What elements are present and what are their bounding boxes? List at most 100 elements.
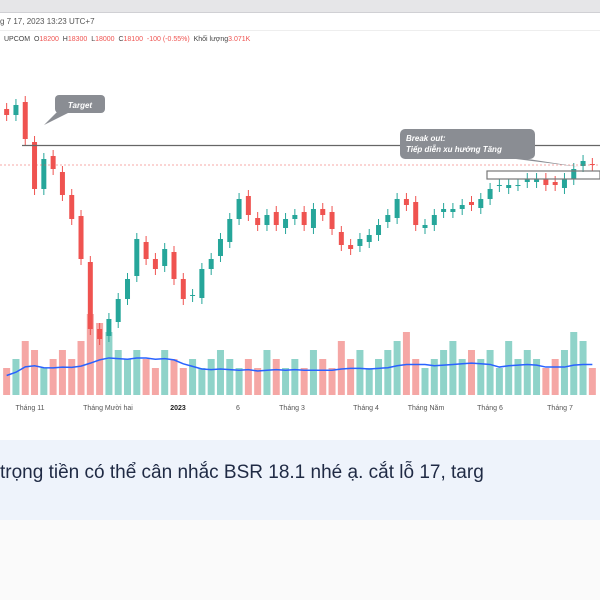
volume-bar — [21, 341, 29, 395]
candle — [357, 233, 363, 252]
volume-bar — [133, 350, 141, 395]
volume-bar — [198, 368, 206, 395]
window-top-bar — [0, 0, 600, 13]
exchange: UPCOM — [4, 36, 31, 43]
candle — [143, 236, 149, 265]
volume-bar — [3, 368, 11, 395]
close-value: 18100 — [123, 36, 143, 43]
candle — [580, 155, 586, 172]
candle — [283, 213, 289, 234]
volume-bar — [142, 359, 150, 395]
candlestick-chart[interactable]: Target Break out: Tiếp diễn xu hướng Tăn… — [0, 45, 600, 400]
candle — [348, 239, 354, 255]
volume-bar — [49, 359, 57, 395]
volume-bar — [226, 359, 234, 395]
candle — [59, 166, 65, 201]
candle — [4, 103, 10, 121]
candle — [227, 213, 233, 248]
candle — [385, 209, 391, 228]
candle — [422, 219, 428, 234]
volume-bar — [384, 350, 392, 395]
candle — [32, 136, 38, 195]
candle — [441, 203, 447, 218]
low-label: L — [91, 36, 96, 43]
breakout-zone — [486, 170, 600, 180]
x-axis: Tháng 11 Tháng Mười hai 2023 6 Tháng 3 T… — [0, 400, 600, 420]
candle — [524, 173, 530, 188]
volume-bar — [254, 368, 262, 395]
volume-bar — [151, 368, 159, 395]
volume-bar — [337, 341, 345, 395]
x-tick: Tháng 11 — [15, 405, 45, 412]
high-value: 18300 — [67, 36, 88, 43]
divider — [0, 30, 600, 31]
candle — [301, 206, 307, 231]
volume-bar — [467, 350, 475, 395]
volume-bar — [328, 368, 336, 395]
candle — [515, 179, 521, 191]
candle — [236, 193, 242, 225]
volume-bar — [179, 368, 187, 395]
volume-bar — [263, 350, 271, 395]
volume-label: Khối lượng — [193, 36, 229, 43]
volume-bar — [365, 368, 373, 395]
volume-bar — [244, 359, 252, 395]
volume-bar — [430, 359, 438, 395]
volume-bar — [40, 368, 48, 395]
volume-bar — [533, 359, 541, 395]
volume-bar — [347, 359, 355, 395]
volume-bar — [86, 314, 94, 395]
volume-bar — [412, 359, 420, 395]
volume-bar — [216, 350, 224, 395]
x-tick: Tháng 6 — [477, 405, 503, 412]
volume-bars — [3, 314, 596, 395]
volume-bar — [207, 359, 215, 395]
volume-bar — [77, 341, 85, 395]
target-callout[interactable]: Target — [44, 95, 105, 125]
candle — [329, 206, 335, 235]
candle — [245, 190, 251, 221]
candle — [403, 193, 409, 211]
candle — [534, 173, 540, 188]
volume-bar — [440, 350, 448, 395]
x-tick: Tháng Năm — [407, 405, 445, 412]
volume-bar — [291, 359, 299, 395]
candle — [487, 183, 493, 205]
candle — [255, 212, 261, 231]
volume-bar — [551, 359, 559, 395]
candle — [431, 209, 437, 231]
candle — [190, 289, 196, 302]
x-tick: 6 — [236, 405, 240, 412]
candle — [115, 293, 121, 328]
candle — [413, 196, 419, 231]
volume-bar — [505, 341, 513, 395]
candle — [134, 233, 140, 282]
candle — [376, 219, 382, 241]
volume-bar — [458, 359, 466, 395]
breakout-label-2: Tiếp diễn xu hướng Tăng — [406, 145, 502, 154]
volume-bar — [402, 332, 410, 395]
candles — [4, 96, 595, 345]
candle — [264, 209, 270, 231]
candle — [180, 273, 186, 305]
candle — [292, 209, 298, 225]
change-value: -100 (-0.55%) — [146, 36, 190, 43]
volume-bar — [514, 359, 522, 395]
candle — [496, 179, 502, 192]
candle — [152, 253, 158, 275]
volume-bar — [393, 341, 401, 395]
candle — [552, 176, 558, 191]
ohlc-legend: UPCOM O18200 H18300 L18000 C18100 -100 (… — [4, 36, 250, 43]
volume-bar — [170, 359, 178, 395]
volume-bar — [58, 350, 66, 395]
volume-bar — [282, 368, 290, 395]
candle — [366, 229, 372, 248]
volume-bar — [31, 350, 39, 395]
volume-bar — [12, 359, 20, 395]
candle — [41, 153, 47, 195]
volume-bar — [477, 359, 485, 395]
volume-bar — [319, 359, 327, 395]
breakout-callout[interactable]: Break out: Tiếp diễn xu hướng Tăng — [400, 129, 580, 167]
volume-value: 3.071K — [228, 36, 251, 43]
x-tick: Tháng 7 — [547, 405, 573, 412]
